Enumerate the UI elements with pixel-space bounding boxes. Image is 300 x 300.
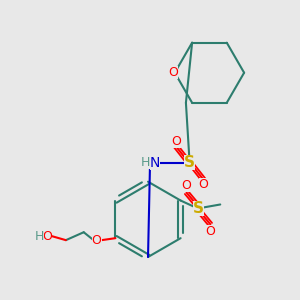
Text: O: O: [42, 230, 52, 243]
Text: H: H: [34, 230, 44, 243]
Text: O: O: [168, 66, 178, 79]
Text: H: H: [140, 156, 150, 170]
Text: S: S: [193, 201, 204, 216]
Text: O: O: [206, 225, 215, 238]
Text: O: O: [171, 135, 181, 148]
Text: O: O: [182, 179, 191, 192]
Text: N: N: [150, 156, 160, 170]
Text: S: S: [184, 155, 195, 170]
Text: O: O: [92, 234, 101, 247]
Text: O: O: [199, 178, 208, 191]
